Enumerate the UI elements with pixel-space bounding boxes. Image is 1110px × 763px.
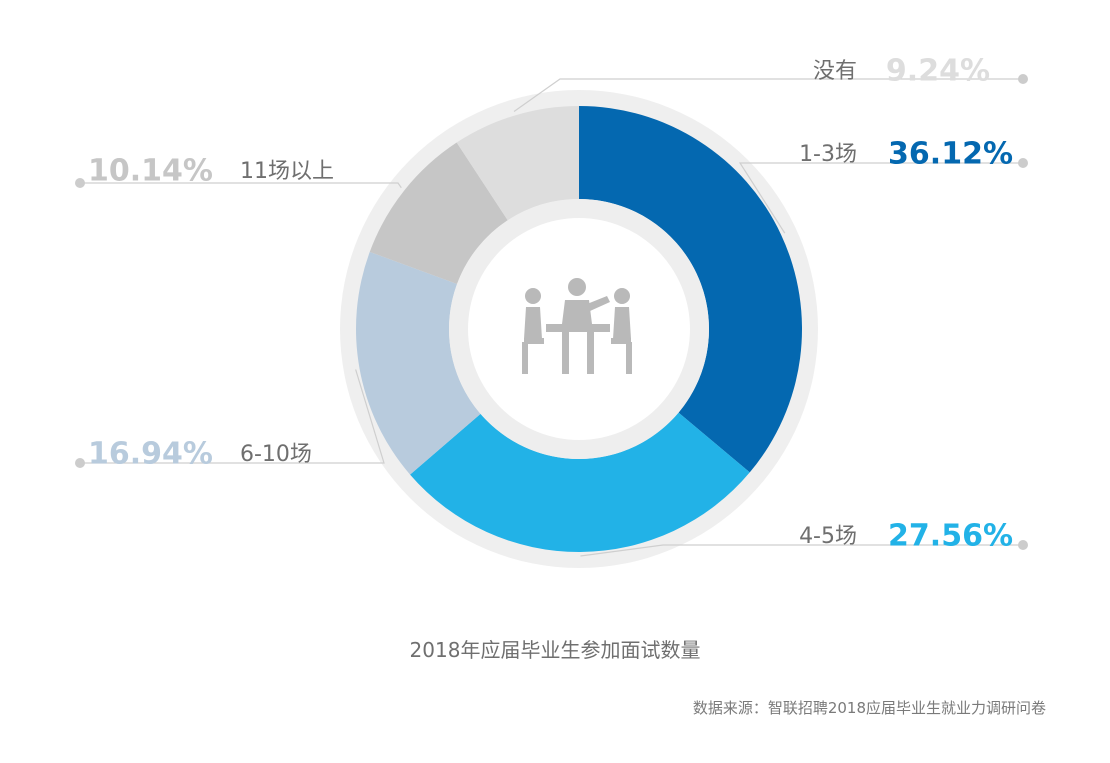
leader-dot-3	[75, 178, 85, 188]
slice-0	[579, 106, 802, 473]
value-label-2: 16.94%	[88, 437, 213, 472]
value-label-1: 27.56%	[888, 519, 1013, 554]
value-label-0: 36.12%	[888, 137, 1013, 172]
leader-line-4	[513, 78, 1023, 112]
source-note: 数据来源：智联招聘2018应届毕业生就业力调研问卷	[692, 699, 1046, 717]
leader-line-1	[580, 544, 1023, 557]
leader-line-2	[80, 369, 385, 464]
value-label-3: 10.14%	[88, 154, 213, 189]
leader-dot-2	[75, 458, 85, 468]
leader-dot-1	[1018, 540, 1028, 550]
meeting-icon	[522, 278, 632, 374]
category-label-0: 1-3场	[799, 142, 857, 167]
leader-dot-0	[1018, 158, 1028, 168]
category-label-4: 没有	[813, 59, 857, 84]
slice-3	[369, 142, 508, 285]
slice-1	[410, 412, 750, 552]
donut-slices	[356, 106, 802, 552]
leader-line-0	[738, 162, 1023, 234]
value-label-4: 9.24%	[886, 54, 990, 89]
leader-dot-4	[1018, 74, 1028, 84]
slice-4	[456, 106, 579, 221]
chart-title: 2018年应届毕业生参加面试数量	[409, 638, 701, 662]
category-label-3: 11场以上	[240, 159, 334, 184]
category-label-2: 6-10场	[240, 442, 312, 467]
callouts: 1-3场 36.12% 4-5场 27.56% 6-10场 16.94% 11场以上 10.1…	[75, 54, 1028, 557]
category-label-1: 4-5场	[799, 524, 857, 549]
leader-line-3	[80, 182, 402, 189]
slice-2	[356, 251, 481, 475]
